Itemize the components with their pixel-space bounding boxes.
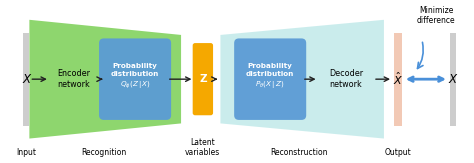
- Bar: [450, 33, 456, 126]
- Text: Recognition: Recognition: [82, 148, 127, 157]
- Text: $\hat{X}$: $\hat{X}$: [393, 71, 403, 87]
- Polygon shape: [29, 20, 181, 139]
- Text: Input: Input: [16, 148, 36, 157]
- Bar: [23, 33, 29, 126]
- FancyBboxPatch shape: [234, 38, 306, 120]
- Text: Probability
distribution
$P_\theta(X\,|\,Z)$: Probability distribution $P_\theta(X\,|\…: [246, 63, 294, 90]
- Text: Latent
variables: Latent variables: [185, 138, 220, 157]
- Text: Encoder
network: Encoder network: [57, 69, 90, 89]
- Text: Decoder
network: Decoder network: [329, 69, 363, 89]
- Text: Reconstruction: Reconstruction: [270, 148, 328, 157]
- Bar: [394, 33, 402, 126]
- Text: Probability
distribution
$Q_\phi(Z\,|\,X)$: Probability distribution $Q_\phi(Z\,|\,X…: [111, 63, 159, 91]
- Text: X: X: [22, 73, 30, 86]
- Text: Output: Output: [385, 148, 411, 157]
- Text: X: X: [449, 73, 456, 86]
- Polygon shape: [220, 20, 384, 139]
- Text: Minimize
difference: Minimize difference: [417, 6, 456, 25]
- FancyBboxPatch shape: [192, 43, 213, 115]
- FancyBboxPatch shape: [99, 38, 171, 120]
- Text: Z: Z: [199, 74, 207, 84]
